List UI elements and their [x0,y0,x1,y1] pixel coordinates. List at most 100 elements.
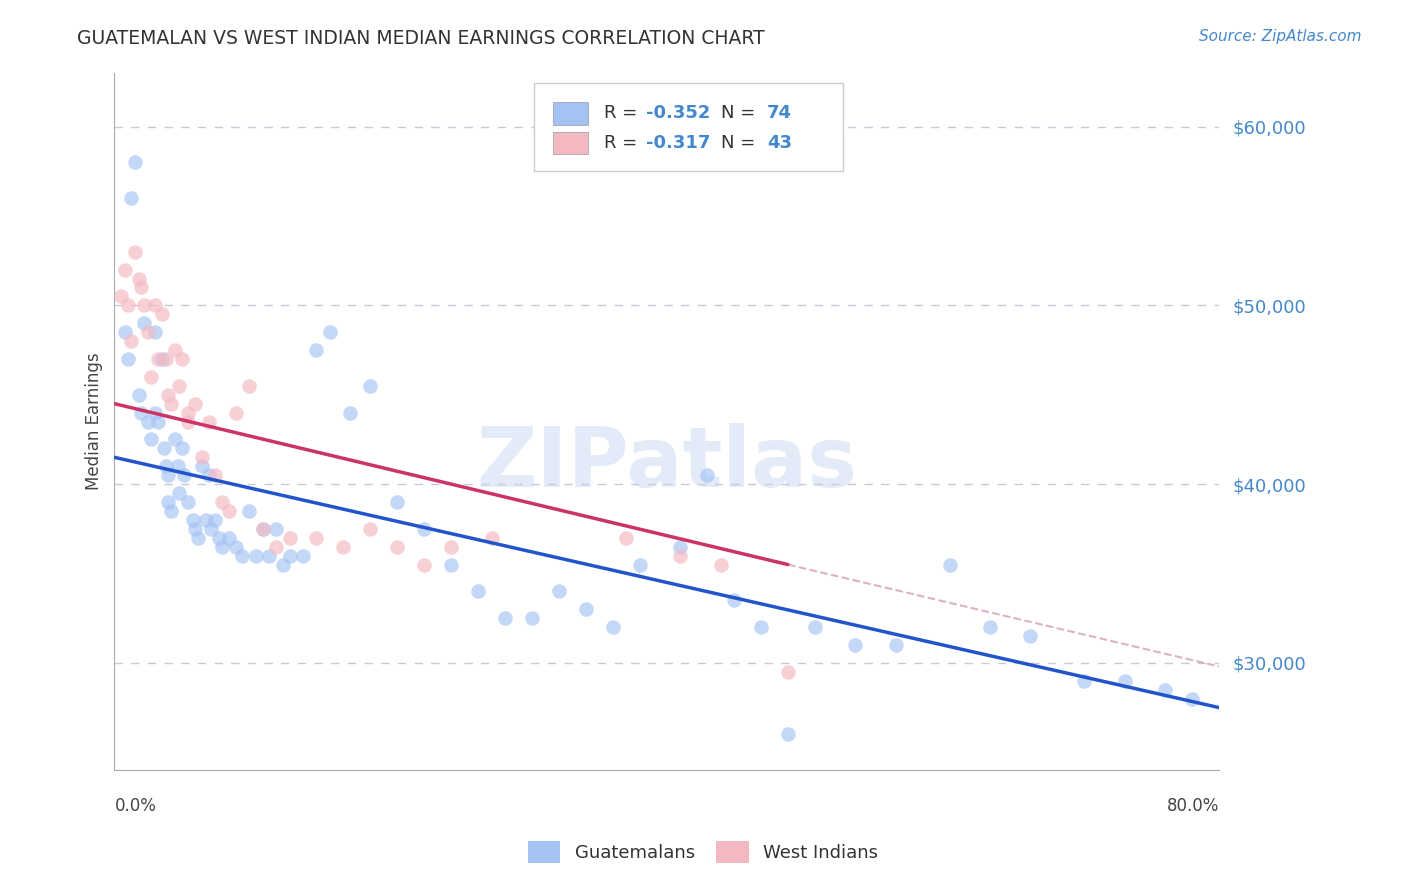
Point [332,540,354,554]
Point [170,442,193,456]
Point [614,531,637,545]
Point [359,522,381,536]
Point [131,280,153,294]
Point [481,531,503,545]
Point [723,593,745,607]
Point [225,406,247,420]
Point [146,351,169,366]
Point [710,558,733,572]
Text: R =: R = [603,104,643,122]
Text: ZIPatlas: ZIPatlas [477,423,858,504]
Point [163,433,186,447]
Point [177,495,200,509]
Point [264,540,287,554]
Y-axis label: Median Earnings: Median Earnings [86,352,103,491]
Point [218,531,240,545]
Point [979,620,1001,634]
Point [187,531,209,545]
Point [117,351,139,366]
Point [150,351,173,366]
Point [1114,673,1136,688]
Text: 80.0%: 80.0% [1167,797,1219,815]
Point [150,307,173,321]
Point [238,504,260,518]
Point [339,406,361,420]
Point [749,620,772,634]
Point [292,549,315,563]
Point [136,415,159,429]
Text: 74: 74 [768,104,792,122]
Point [575,602,598,616]
Point [225,540,247,554]
Point [669,549,692,563]
Point [160,397,183,411]
Point [197,468,219,483]
Point [155,351,177,366]
Point [114,325,136,339]
Point [128,388,150,402]
Point [136,325,159,339]
Point [628,558,651,572]
Point [197,415,219,429]
Point [184,397,207,411]
Point [139,433,162,447]
Point [211,540,233,554]
Point [252,522,274,536]
Point [602,620,624,634]
Point [143,298,166,312]
Point [359,379,381,393]
Point [191,450,214,465]
Point [124,244,146,259]
Point [157,468,180,483]
Point [132,316,155,330]
Point [120,334,142,348]
Point [252,522,274,536]
Point [1019,629,1042,643]
Point [305,343,328,357]
Point [844,638,866,652]
Point [264,522,287,536]
Text: N =: N = [721,134,761,152]
Point [387,495,409,509]
Point [211,495,233,509]
Point [181,513,204,527]
Point [1073,673,1095,688]
Point [440,540,463,554]
Point [128,271,150,285]
Point [271,558,294,572]
Text: Source: ZipAtlas.com: Source: ZipAtlas.com [1198,29,1361,44]
Point [218,504,240,518]
Legend: Guatemalans, West Indians: Guatemalans, West Indians [519,832,887,872]
Text: -0.352: -0.352 [645,104,710,122]
Text: -0.317: -0.317 [645,134,710,152]
Point [305,531,328,545]
Point [132,298,155,312]
Point [139,370,162,384]
Point [114,262,136,277]
Point [520,611,543,625]
Point [204,513,226,527]
FancyBboxPatch shape [553,103,588,125]
Point [110,289,132,303]
Point [669,540,692,554]
Point [170,351,193,366]
Point [117,298,139,312]
Point [153,442,176,456]
Text: GUATEMALAN VS WEST INDIAN MEDIAN EARNINGS CORRELATION CHART: GUATEMALAN VS WEST INDIAN MEDIAN EARNING… [77,29,765,47]
Point [160,504,183,518]
Point [167,379,190,393]
Point [200,522,222,536]
Point [143,325,166,339]
Point [938,558,960,572]
Point [238,379,260,393]
Point [440,558,463,572]
Point [204,468,226,483]
Point [278,549,301,563]
Point [413,522,436,536]
Point [173,468,195,483]
Point [155,459,177,474]
Point [1181,691,1204,706]
Point [157,495,180,509]
Point [387,540,409,554]
Text: 43: 43 [768,134,792,152]
